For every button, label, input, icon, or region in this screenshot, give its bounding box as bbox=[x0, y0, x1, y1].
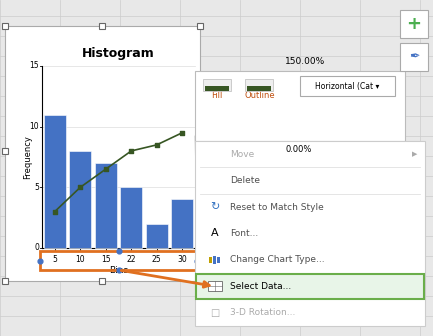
Text: 150.00%: 150.00% bbox=[285, 56, 325, 66]
Text: +: + bbox=[407, 15, 421, 33]
Bar bbox=[203, 79, 231, 91]
Bar bbox=[213, 256, 216, 264]
Bar bbox=[197, 23, 203, 29]
Text: Move: Move bbox=[230, 150, 254, 159]
Bar bbox=[2, 148, 8, 154]
Bar bbox=[400, 43, 428, 71]
Bar bbox=[197, 278, 203, 284]
Bar bbox=[2, 23, 8, 29]
FancyArrowPatch shape bbox=[121, 270, 209, 287]
Bar bbox=[400, 10, 428, 38]
Text: Outline: Outline bbox=[245, 91, 275, 100]
Point bbox=[115, 248, 122, 254]
Bar bbox=[2, 278, 8, 284]
Text: A: A bbox=[211, 228, 219, 239]
Bar bbox=[146, 224, 168, 248]
Bar bbox=[205, 86, 229, 91]
Text: ▶: ▶ bbox=[412, 151, 418, 157]
Bar bbox=[208, 281, 222, 291]
Text: □: □ bbox=[210, 308, 220, 318]
Bar bbox=[247, 86, 271, 91]
Bar bbox=[120, 187, 142, 248]
Text: 5: 5 bbox=[34, 183, 39, 192]
Bar bbox=[197, 148, 203, 154]
Text: Frequency: Frequency bbox=[23, 135, 32, 179]
Bar bbox=[69, 151, 91, 248]
Text: Select Data...: Select Data... bbox=[230, 282, 291, 291]
Text: 22: 22 bbox=[126, 255, 136, 264]
Bar bbox=[171, 200, 193, 248]
Point bbox=[153, 142, 160, 148]
Point bbox=[77, 185, 84, 190]
Bar bbox=[5, 26, 200, 281]
Bar bbox=[300, 76, 395, 96]
Bar bbox=[195, 141, 425, 326]
Text: 0: 0 bbox=[34, 244, 39, 252]
Text: 10: 10 bbox=[75, 255, 85, 264]
Text: 3-D Rotation...: 3-D Rotation... bbox=[230, 308, 295, 317]
Point bbox=[102, 166, 109, 172]
Point bbox=[115, 267, 122, 273]
Text: ✒: ✒ bbox=[409, 50, 419, 64]
Bar bbox=[196, 274, 424, 299]
Text: Histogram: Histogram bbox=[82, 47, 155, 60]
Text: 30: 30 bbox=[178, 255, 187, 264]
Text: Horizontal (Cat ▾: Horizontal (Cat ▾ bbox=[315, 82, 379, 90]
Text: Bins: Bins bbox=[109, 266, 128, 275]
Text: 5: 5 bbox=[52, 255, 57, 264]
Text: Delete: Delete bbox=[230, 176, 260, 185]
Text: Font...: Font... bbox=[230, 229, 258, 238]
Bar bbox=[44, 115, 65, 248]
Text: 25: 25 bbox=[152, 255, 162, 264]
Bar bbox=[209, 257, 212, 263]
Bar bbox=[40, 251, 197, 270]
Text: 15: 15 bbox=[29, 61, 39, 71]
Bar bbox=[245, 79, 273, 91]
Bar bbox=[95, 163, 116, 248]
Text: ↻: ↻ bbox=[210, 202, 220, 212]
Point bbox=[194, 258, 200, 263]
Text: 15: 15 bbox=[101, 255, 110, 264]
Point bbox=[36, 258, 43, 263]
Text: 0.00%: 0.00% bbox=[285, 144, 311, 154]
Bar bbox=[195, 71, 405, 141]
Text: 10: 10 bbox=[29, 122, 39, 131]
Point bbox=[128, 148, 135, 154]
Text: Change Chart Type...: Change Chart Type... bbox=[230, 255, 325, 264]
Text: Reset to Match Style: Reset to Match Style bbox=[230, 203, 324, 212]
Point bbox=[179, 130, 186, 135]
Text: Fill: Fill bbox=[211, 91, 223, 100]
Bar bbox=[99, 23, 105, 29]
Bar bbox=[99, 278, 105, 284]
Bar bbox=[217, 257, 220, 263]
Point bbox=[51, 209, 58, 214]
